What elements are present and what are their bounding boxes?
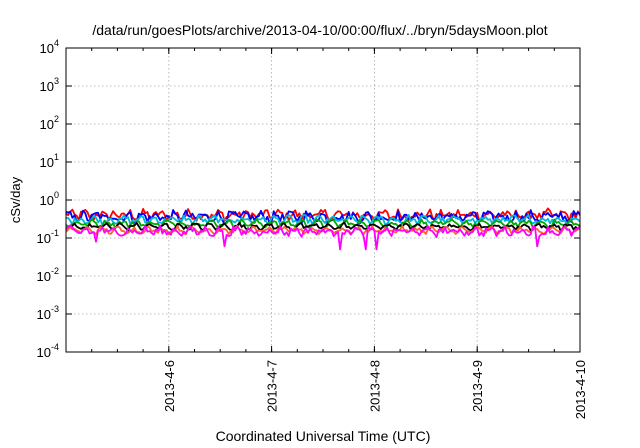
- x-tick-label: 2013-4-10: [573, 360, 588, 419]
- y-tick-label: 102: [40, 114, 59, 132]
- y-tick-label: 103: [40, 76, 59, 94]
- x-axis-label: Coordinated Universal Time (UTC): [216, 428, 431, 444]
- y-tick-label: 10-2: [37, 266, 59, 284]
- series-line: [65, 221, 581, 232]
- x-tick-label: 2013-4-6: [162, 360, 177, 412]
- y-tick-label: 10-3: [37, 304, 59, 322]
- y-tick-label: 10-1: [37, 228, 59, 246]
- y-tick-label: 104: [40, 38, 59, 56]
- y-tick-label: 10-4: [37, 342, 59, 360]
- series-line: [65, 213, 581, 227]
- y-tick-label: 100: [40, 190, 59, 208]
- x-tick-label: 2013-4-7: [265, 360, 280, 412]
- grid: [66, 48, 580, 352]
- series-group: [65, 207, 581, 251]
- series-line: [65, 224, 581, 251]
- ticks: 10-4 10-3 10-2 10-1 100 101 102 103 104 2013-4-6 2…: [37, 38, 588, 419]
- y-tick-label: 101: [40, 152, 59, 170]
- chart-title: /data/run/goesPlots/archive/2013-04-10/0…: [92, 22, 547, 38]
- x-tick-label: 2013-4-8: [367, 360, 382, 412]
- x-tick-label: 2013-4-9: [470, 360, 485, 412]
- y-axis-label: cSv/day: [8, 176, 23, 223]
